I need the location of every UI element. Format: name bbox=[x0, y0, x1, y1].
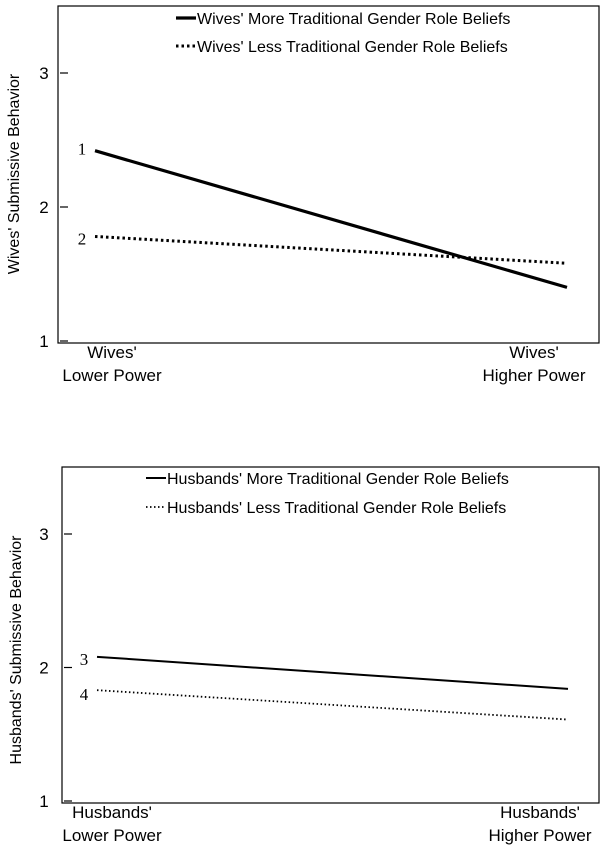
husbands-series-marker-label-1: 3 bbox=[80, 650, 89, 669]
wives-y-tick-label: 3 bbox=[39, 64, 48, 83]
husbands-legend-entry-2: Husbands' Less Traditional Gender Role B… bbox=[167, 500, 506, 517]
wives-chart-panel: Wives' Submissive Behavior 123 12 Wives'… bbox=[6, 5, 600, 385]
wives-y-tick-label: 2 bbox=[39, 198, 48, 217]
wives-series-line-1 bbox=[94, 149, 568, 289]
husbands-legend: Husbands' More Traditional Gender Role B… bbox=[146, 471, 509, 517]
wives-x-categories: Wives' Lower Power Wives' Higher Power bbox=[62, 343, 585, 385]
wives-y-axis-label: Wives' Submissive Behavior bbox=[6, 73, 23, 274]
wives-y-tick-label: 1 bbox=[39, 332, 48, 351]
husbands-x-category-label: Husbands' Lower Power bbox=[62, 803, 162, 845]
husbands-y-ticks: 1 2 3 bbox=[39, 525, 72, 811]
husbands-y-tick-label: 3 bbox=[39, 525, 48, 544]
wives-legend-entry-2: Wives' Less Traditional Gender Role Beli… bbox=[197, 39, 508, 56]
wives-y-ticks: 1 2 3 bbox=[39, 64, 68, 351]
husbands-x-category-label: Husbands' Higher Power bbox=[489, 803, 592, 845]
husbands-chart-frame bbox=[61, 466, 600, 804]
wives-legend-entry-1: Wives' More Traditional Gender Role Beli… bbox=[197, 11, 510, 28]
wives-legend: Wives' More Traditional Gender Role Beli… bbox=[176, 11, 510, 56]
husbands-series-line-1 bbox=[96, 655, 569, 690]
husbands-y-tick-label: 1 bbox=[39, 792, 48, 811]
wives-x-category-label: Wives' Lower Power bbox=[62, 343, 162, 385]
husbands-series: 34 bbox=[80, 650, 569, 721]
wives-series: 12 bbox=[78, 140, 568, 289]
husbands-series-line-2 bbox=[96, 689, 569, 721]
husbands-series-marker-label-2: 4 bbox=[80, 685, 89, 704]
husbands-legend-entry-1: Husbands' More Traditional Gender Role B… bbox=[167, 471, 509, 488]
wives-series-line-2 bbox=[94, 234, 568, 265]
husbands-x-categories: Husbands' Lower Power Husbands' Higher Powe… bbox=[62, 803, 591, 845]
husbands-y-tick-label: 2 bbox=[39, 659, 48, 678]
wives-x-category-label: Wives' Higher Power bbox=[483, 343, 586, 385]
wives-series-marker-label-1: 1 bbox=[78, 140, 87, 159]
husbands-chart-panel: Husbands' Submissive Behavior 123 34 Hus… bbox=[8, 466, 600, 845]
wives-series-marker-label-2: 2 bbox=[78, 229, 87, 248]
husbands-y-axis-label: Husbands' Submissive Behavior bbox=[8, 535, 25, 765]
wives-chart-frame bbox=[57, 5, 600, 344]
